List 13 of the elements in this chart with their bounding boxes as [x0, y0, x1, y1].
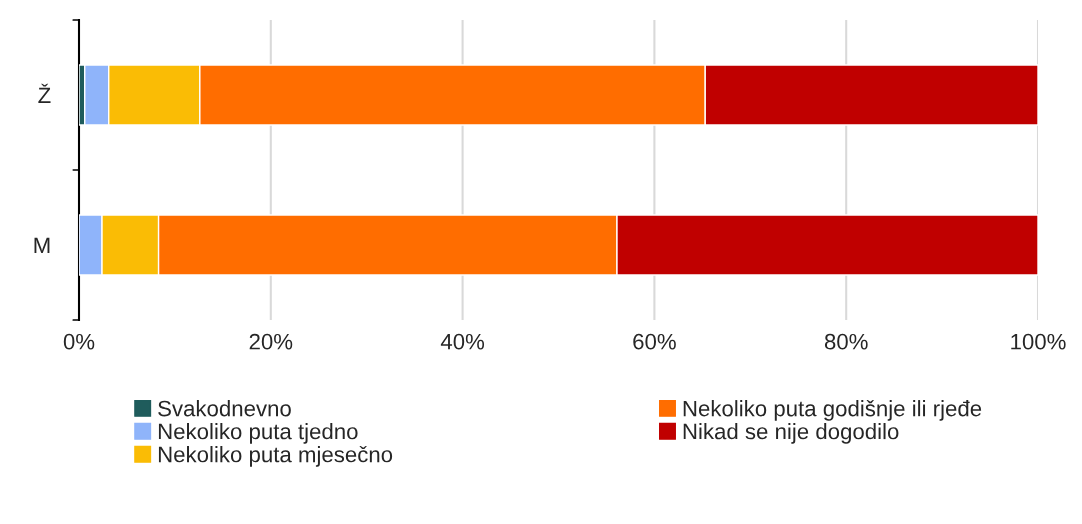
x-tick-label: 60% — [633, 333, 676, 350]
x-tick-label: 20% — [249, 333, 293, 350]
legend-label: Nekoliko puta mjesečno — [158, 445, 393, 467]
legend-label: Nikad se nije dogodilo — [683, 423, 899, 444]
legend-label: Nekoliko puta tjedno — [158, 423, 358, 444]
x-tick-label: 100% — [1011, 333, 1066, 350]
legend-label: Nekoliko puta godišnje ili rjeđe — [683, 400, 982, 421]
legend-label: Svakodnevno — [158, 400, 291, 417]
x-tick-label: 40% — [440, 333, 485, 350]
y-tick-label: M — [34, 237, 50, 254]
x-tick-label: 0% — [63, 333, 95, 350]
y-tick-label: Ž — [38, 83, 51, 104]
x-tick-label: 80% — [824, 333, 868, 350]
